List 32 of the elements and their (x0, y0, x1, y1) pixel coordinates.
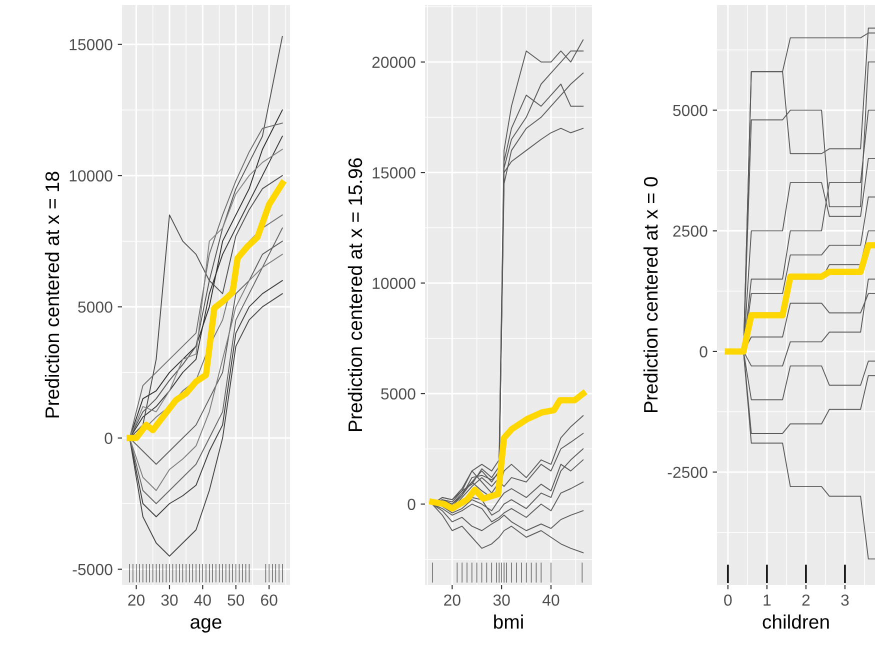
y-tick-label: 0 (408, 498, 416, 510)
x-tick-label: 20 (128, 594, 145, 606)
x-tick-label: 1 (764, 594, 771, 606)
x-tick-label: 20 (444, 594, 460, 606)
y-tick-label: 10000 (372, 278, 416, 290)
x-tick-label: 0 (724, 594, 732, 606)
y-tick-label: 10000 (70, 170, 112, 182)
y-tick-label: 15000 (70, 39, 112, 50)
y-axis-title: Prediction centered at x = 18 (44, 172, 60, 418)
y-tick-label: 20000 (372, 56, 416, 68)
y-tick-label: 0 (700, 346, 708, 358)
y-tick-label: 5000 (78, 301, 112, 313)
x-axis-title: bmi (494, 614, 523, 629)
x-tick-label: 30 (161, 594, 178, 606)
y-axis-title: Prediction centered at x = 0 (643, 177, 658, 412)
y-tick-label: 0 (104, 432, 112, 444)
y-tick-label: -5000 (72, 564, 112, 576)
x-tick-label: 30 (493, 594, 510, 606)
x-tick-label: 3 (841, 594, 849, 606)
y-tick-label: 5000 (381, 388, 416, 400)
x-axis-title: age (190, 618, 222, 633)
y-tick-label: 2500 (673, 225, 708, 237)
y-axis-title: Prediction centered at x = 15.96 (348, 158, 362, 431)
x-tick-label: 40 (542, 594, 560, 606)
y-tick-label: 15000 (372, 167, 416, 178)
x-axis-title: children (762, 614, 829, 629)
y-tick-label: 5000 (673, 104, 708, 116)
x-tick-label: 40 (194, 594, 211, 606)
y-tick-label: -2500 (668, 466, 708, 478)
x-tick-label: 2 (802, 594, 810, 606)
x-tick-label: 60 (261, 594, 278, 606)
x-tick-label: 50 (228, 594, 244, 606)
